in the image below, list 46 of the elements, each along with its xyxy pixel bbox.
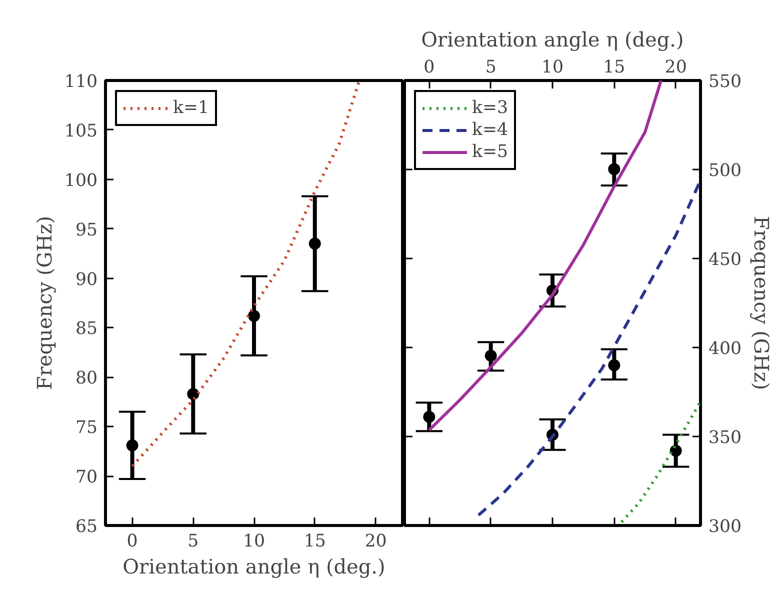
x-tick-label: 10 (541, 58, 564, 78)
x-tick-label: 10 (242, 532, 266, 552)
y-tick-label: 400 (708, 339, 742, 359)
x-tick-label: 0 (424, 58, 435, 78)
y-tick-label: 105 (64, 121, 98, 142)
point (248, 310, 260, 322)
y-tick-label: 70 (75, 468, 98, 488)
y-tick-label: 300 (708, 517, 742, 537)
x-tick-label: 15 (304, 532, 326, 552)
y-tick-label: 110 (64, 72, 98, 92)
point (608, 163, 620, 176)
y-tick-label: 75 (75, 418, 98, 438)
point (484, 350, 497, 362)
x-tick-label: 20 (664, 58, 687, 78)
x-tick-label: 0 (126, 532, 138, 552)
point (308, 238, 321, 250)
y-tick-label: 80 (75, 368, 98, 389)
y-tick-label: 100 (64, 170, 98, 191)
point (608, 359, 620, 372)
line-series (620, 400, 700, 524)
point (670, 444, 682, 457)
legend-label: k=3 (472, 98, 508, 118)
x-tick-label: 15 (603, 58, 626, 78)
line-series (428, 80, 663, 432)
x-axis-title: Orientation angle η (deg.) (421, 28, 684, 52)
x-tick-label: 20 (364, 532, 387, 552)
y-tick-label: 500 (708, 161, 742, 181)
point (126, 439, 138, 452)
x-axis-title: Orientation angle η (deg.) (122, 554, 386, 578)
y-tick-label: 90 (75, 270, 98, 290)
y-tick-label: 350 (708, 428, 742, 448)
legend-label: k=4 (472, 120, 508, 140)
y-tick-label: 550 (708, 72, 742, 92)
y-axis-title: Frequency (GHz) (32, 216, 56, 390)
x-tick-label: 5 (188, 532, 199, 552)
point (187, 388, 200, 400)
legend-label: k=1 (173, 98, 210, 118)
line-series (130, 80, 360, 468)
legend-label: k=5 (472, 142, 508, 162)
y-axis-title: Frequency (GHz) (750, 216, 774, 390)
y-tick-label: 95 (75, 220, 98, 240)
y-tick-label: 65 (75, 517, 98, 537)
y-tick-label: 85 (75, 319, 98, 340)
x-tick-label: 5 (485, 58, 496, 78)
point (423, 410, 436, 423)
y-tick-label: 450 (708, 250, 742, 270)
